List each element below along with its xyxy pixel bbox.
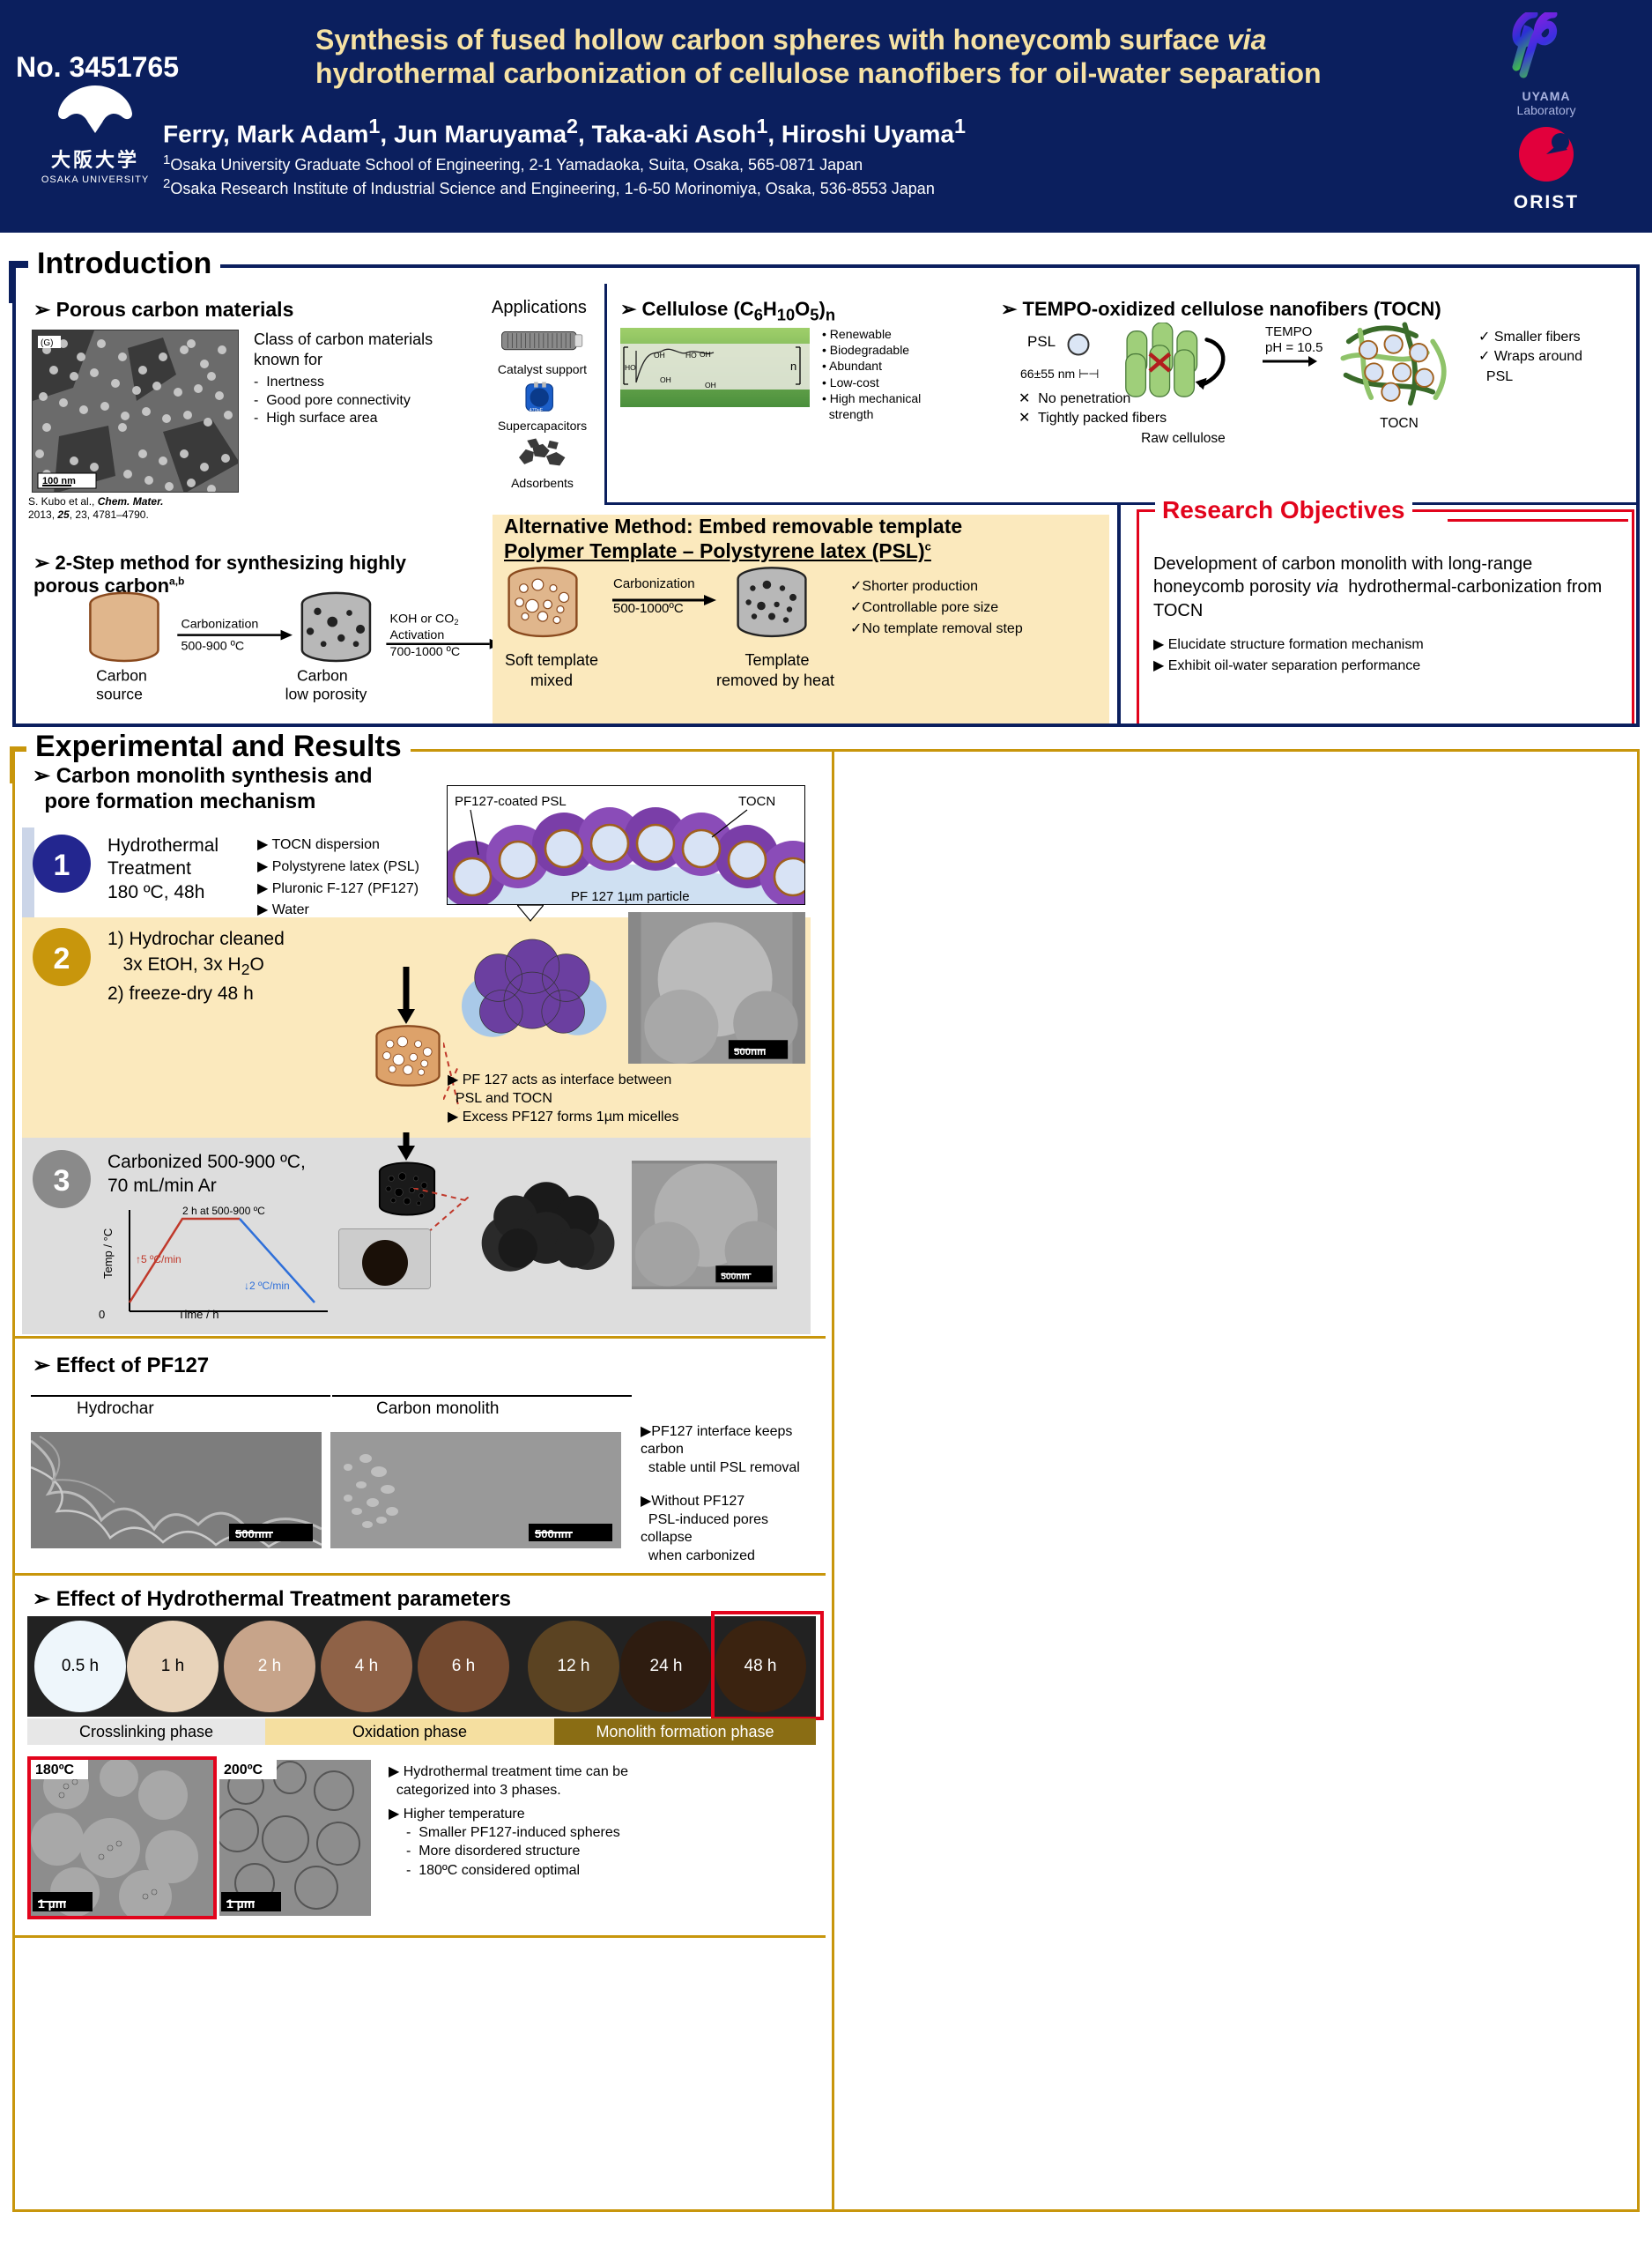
svg-text:700-1000 ºC: 700-1000 ºC <box>390 645 461 659</box>
svg-text:470µF: 470µF <box>529 408 543 413</box>
svg-text:500-900 ºC: 500-900 ºC <box>181 639 244 653</box>
svg-text:500nm: 500nm <box>721 1273 749 1282</box>
svg-text:Carbonization: Carbonization <box>181 617 258 631</box>
svg-text:4 h: 4 h <box>355 1657 378 1675</box>
svg-text:24 h: 24 h <box>650 1657 683 1675</box>
svg-text:low porosity: low porosity <box>285 686 367 703</box>
svg-text:↑5 ºC/min: ↑5 ºC/min <box>136 1253 181 1265</box>
svg-text:HO: HO <box>625 363 636 372</box>
svg-text:0: 0 <box>99 1308 105 1320</box>
svg-text:KOH or CO2: KOH or CO2 <box>390 612 459 627</box>
svg-text:2: 2 <box>54 942 70 976</box>
svg-text:12 h: 12 h <box>558 1657 590 1675</box>
svg-text:(G): (G) <box>41 338 53 348</box>
svg-text:OH: OH <box>700 350 711 359</box>
svg-text:2 h: 2 h <box>258 1657 281 1675</box>
svg-text:2 h at 500-900 ºC: 2 h at 500-900 ºC <box>182 1206 265 1217</box>
svg-text:OH: OH <box>660 375 671 384</box>
svg-text:1 µm: 1 µm <box>226 1896 255 1911</box>
svg-text:Carbon: Carbon <box>297 667 348 685</box>
svg-text:200ºC: 200ºC <box>224 1762 263 1777</box>
svg-text:100 nm: 100 nm <box>42 476 76 486</box>
svg-text:500nm: 500nm <box>734 1047 766 1058</box>
svg-text:6 h: 6 h <box>452 1657 475 1675</box>
svg-text:source: source <box>96 686 143 703</box>
svg-text:↓2 ºC/min: ↓2 ºC/min <box>244 1280 290 1292</box>
svg-text:Activation: Activation <box>390 628 445 642</box>
svg-text:1 h: 1 h <box>161 1657 184 1675</box>
svg-text:Temp / °C: Temp / °C <box>101 1228 115 1279</box>
svg-text:HO: HO <box>685 351 697 360</box>
svg-text:1: 1 <box>54 849 70 882</box>
svg-text:Time / h: Time / h <box>178 1308 219 1320</box>
svg-text:500nm: 500nm <box>235 1527 271 1540</box>
svg-text:TOCN: TOCN <box>738 794 775 809</box>
svg-text:OH: OH <box>654 351 665 360</box>
svg-text:PF127-coated PSL: PF127-coated PSL <box>455 794 567 809</box>
svg-text:n: n <box>790 360 796 373</box>
svg-text:Carbon: Carbon <box>96 667 147 685</box>
svg-text:500nm: 500nm <box>535 1527 571 1540</box>
svg-text:3: 3 <box>54 1164 70 1198</box>
svg-text:OH: OH <box>705 381 716 390</box>
svg-text:PF 127 1µm particle: PF 127 1µm particle <box>571 889 690 904</box>
svg-text:0.5 h: 0.5 h <box>62 1657 99 1675</box>
